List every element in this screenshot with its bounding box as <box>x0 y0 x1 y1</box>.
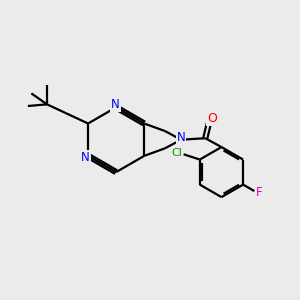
Text: O: O <box>207 112 217 125</box>
Text: N: N <box>81 151 90 164</box>
Text: Cl: Cl <box>172 148 183 158</box>
Text: N: N <box>177 131 185 144</box>
Text: N: N <box>111 98 120 111</box>
Text: F: F <box>256 186 263 199</box>
